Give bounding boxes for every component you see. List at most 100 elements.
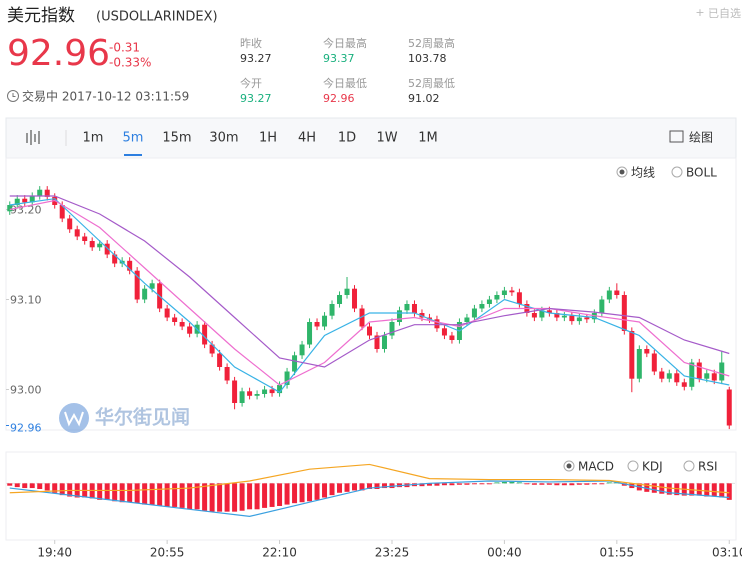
candle-body xyxy=(381,335,387,349)
draw-icon[interactable] xyxy=(669,130,684,143)
macd-bar xyxy=(59,483,65,496)
candle-body xyxy=(22,198,28,203)
candle-body xyxy=(277,385,283,394)
title: 美元指数 xyxy=(7,6,75,26)
change: -0.31 xyxy=(109,41,140,55)
radio-label[interactable]: 均线 xyxy=(631,166,655,180)
candle-body xyxy=(651,353,657,372)
macd-bar xyxy=(576,483,582,485)
candle-body xyxy=(584,317,590,320)
candle-body xyxy=(681,382,687,387)
candle-body xyxy=(149,283,155,289)
candle-body xyxy=(247,391,253,396)
candle-body xyxy=(441,328,447,336)
interval-tab[interactable]: 15m xyxy=(162,131,191,146)
candle-body xyxy=(554,313,560,318)
macd-bar xyxy=(644,483,650,492)
candle-body xyxy=(599,299,605,313)
radio[interactable] xyxy=(683,460,695,472)
candle-body xyxy=(644,349,650,354)
x-tick-label: 00:40 xyxy=(487,546,522,560)
candle-body xyxy=(539,310,545,318)
candle-body xyxy=(726,389,732,426)
stat-value: 92.96 xyxy=(323,92,355,105)
macd-bar xyxy=(374,483,380,489)
macd-bar xyxy=(194,483,200,510)
macd-bar xyxy=(561,483,567,486)
interval-tab[interactable]: 1m xyxy=(83,131,104,146)
macd-bar xyxy=(524,483,530,485)
interval-tab[interactable]: 1M xyxy=(418,131,438,146)
code: (USDOLLARINDEX) xyxy=(96,10,218,25)
candle-body xyxy=(89,241,95,248)
candle-body xyxy=(284,371,290,385)
interval-tab[interactable]: 30m xyxy=(209,131,238,146)
y-tick-label: 93.10 xyxy=(10,294,42,307)
radio[interactable] xyxy=(627,460,639,472)
macd-bar xyxy=(464,483,470,485)
macd-bar xyxy=(187,483,193,510)
interval-tab[interactable]: 1H xyxy=(259,131,277,146)
macd-bar xyxy=(599,483,605,485)
macd-bar xyxy=(591,483,597,485)
radio[interactable] xyxy=(671,166,683,178)
macd-bar xyxy=(277,483,283,506)
macd-bar xyxy=(157,483,163,506)
radio-label[interactable]: BOLL xyxy=(686,166,717,180)
y-tick-label: 93.00 xyxy=(10,384,42,397)
macd-bar xyxy=(262,483,268,508)
macd-bar xyxy=(29,483,35,489)
macd-bar xyxy=(119,483,125,503)
interval-tab[interactable]: 1D xyxy=(338,131,356,146)
candle-body xyxy=(14,198,20,205)
candle-body xyxy=(352,288,358,309)
macd-bar xyxy=(209,483,215,512)
radio-label[interactable]: MACD xyxy=(578,460,614,474)
candle-body xyxy=(134,270,140,300)
macd-bar xyxy=(606,482,612,484)
macd-bar xyxy=(501,481,507,484)
x-tick-label: 19:40 xyxy=(37,546,72,560)
candle-body xyxy=(44,189,50,197)
candle-body xyxy=(37,189,43,196)
price: 92.96 xyxy=(7,33,110,74)
macd-bar xyxy=(22,483,28,489)
candle-body xyxy=(614,290,620,295)
candle-body xyxy=(254,394,260,396)
macd-bar xyxy=(307,483,313,502)
macd-bar xyxy=(134,483,140,504)
candle-body xyxy=(531,313,537,318)
macd-bar xyxy=(696,483,702,496)
macd-bar xyxy=(37,483,43,489)
radio-dot xyxy=(566,463,572,469)
radio-label[interactable]: RSI xyxy=(698,460,718,474)
stat-label: 今日最高 xyxy=(323,36,367,50)
macd-bar xyxy=(344,483,350,492)
macd-bar xyxy=(531,483,537,485)
macd-bar xyxy=(254,483,260,510)
candle-body xyxy=(576,317,582,322)
interval-tab[interactable]: 4H xyxy=(298,131,316,146)
macd-bar xyxy=(419,483,425,487)
candle-body xyxy=(569,315,575,322)
candle-body xyxy=(367,326,373,336)
interval-tab[interactable]: 1W xyxy=(376,131,397,146)
chart-type-icon[interactable] xyxy=(26,130,40,145)
draw-button[interactable]: 绘图 xyxy=(689,130,713,145)
candle-body xyxy=(67,218,73,230)
candle-body xyxy=(704,373,710,379)
stat-value: 91.02 xyxy=(408,92,440,105)
candle-body xyxy=(7,205,13,212)
macd-bar xyxy=(651,483,657,493)
candle-body xyxy=(262,389,268,394)
candle-body xyxy=(104,243,110,255)
stat-value: 93.27 xyxy=(240,92,272,105)
interval-tab[interactable]: 5m xyxy=(123,131,144,146)
candle-body xyxy=(314,322,320,327)
macd-bar xyxy=(179,483,185,508)
candle-body xyxy=(636,349,642,379)
clock-icon xyxy=(7,90,19,102)
radio-label[interactable]: KDJ xyxy=(642,460,663,474)
watch-button[interactable]: 已自选 xyxy=(708,7,741,20)
